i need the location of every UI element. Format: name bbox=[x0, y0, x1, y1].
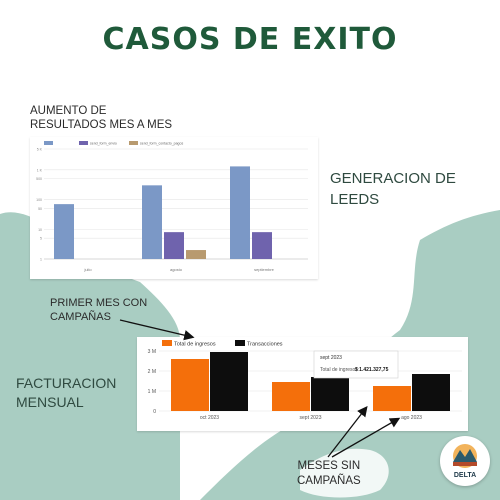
bar bbox=[186, 250, 206, 259]
leads-chart: 1 5 10 50 100 500 1 K 5 K send_form_envio send_f… bbox=[36, 141, 308, 272]
y-tick-label: 5 K bbox=[37, 148, 43, 152]
legend-label: Transacciones bbox=[247, 341, 283, 347]
page-title: CASOS DE EXITO bbox=[102, 22, 398, 57]
legend-label: Total de ingresos bbox=[174, 341, 216, 347]
legend-label: send_form_envio bbox=[90, 142, 117, 146]
label-generacion-line1: GENERACION DE bbox=[330, 170, 456, 187]
bar bbox=[54, 204, 74, 259]
logo-text: DELTA bbox=[454, 472, 476, 479]
mountain-icon: DELTA bbox=[453, 444, 477, 479]
y-tick-label: 1 M bbox=[148, 389, 156, 395]
y-tick-label: 1 K bbox=[37, 168, 43, 172]
bar bbox=[252, 232, 272, 259]
revenue-chart-card: 0 1 M 2 M 3 M Total de ingresos Transaccione… bbox=[137, 337, 468, 431]
bar bbox=[373, 386, 411, 411]
y-tick-label: 5 bbox=[40, 237, 42, 241]
y-tick-label: 500 bbox=[36, 177, 42, 181]
y-tick-label: 2 M bbox=[148, 369, 156, 375]
label-facturacion: FACTURACION MENSUAL bbox=[16, 374, 116, 412]
bar bbox=[210, 352, 248, 411]
label-meses-line1: MESES SIN bbox=[297, 460, 361, 472]
y-tick-label: 100 bbox=[36, 198, 42, 202]
x-tick-label: sept 2023 bbox=[300, 415, 322, 421]
label-meses-sin: MESES SIN CAMPAÑAS bbox=[297, 459, 361, 489]
label-facturacion-line2: MENSUAL bbox=[16, 394, 84, 410]
label-aumento-line2: RESULTADOS MES A MES bbox=[30, 119, 173, 131]
delta-logo: DELTA bbox=[440, 436, 490, 486]
bar bbox=[272, 382, 310, 411]
x-tick-label: agosto bbox=[170, 267, 183, 272]
revenue-chart: 0 1 M 2 M 3 M Total de ingresos Transaccione… bbox=[148, 340, 462, 421]
legend-swatch bbox=[162, 340, 172, 346]
y-tick-label: 50 bbox=[38, 207, 42, 211]
label-generacion: GENERACION DE LEEDS bbox=[330, 168, 456, 210]
bar bbox=[311, 377, 349, 411]
y-tick-label: 10 bbox=[38, 228, 42, 232]
tooltip-value: $ 1.421.327,75 bbox=[355, 367, 389, 373]
label-generacion-line2: LEEDS bbox=[330, 191, 380, 208]
legend-label: send_form_contacto_pagos bbox=[140, 142, 183, 146]
legend-swatch bbox=[235, 340, 245, 346]
label-primer-mes: PRIMER MES CON CAMPAÑAS bbox=[50, 296, 147, 324]
legend-swatch bbox=[79, 141, 88, 145]
label-aumento: AUMENTO DE RESULTADOS MES A MES bbox=[30, 104, 172, 132]
x-tick-label: septiembre bbox=[254, 267, 275, 272]
label-facturacion-line1: FACTURACION bbox=[16, 375, 117, 391]
x-tick-label: oct 2023 bbox=[200, 415, 219, 421]
leads-chart-card: 1 5 10 50 100 500 1 K 5 K send_form_envio send_f… bbox=[30, 137, 318, 279]
label-primer-line2: CAMPAÑAS bbox=[50, 311, 111, 323]
sea-area-left bbox=[0, 212, 140, 500]
bar bbox=[230, 166, 250, 259]
label-aumento-line1: AUMENTO DE bbox=[30, 105, 107, 117]
x-tick-label: ago 2023 bbox=[401, 415, 422, 421]
label-primer-line1: PRIMER MES CON bbox=[50, 297, 148, 309]
bar bbox=[412, 374, 450, 411]
tooltip-box bbox=[313, 350, 399, 379]
tooltip-label: Total de ingresos: bbox=[320, 367, 359, 373]
y-tick-label: 3 M bbox=[148, 349, 156, 355]
tooltip-title: sept 2023 bbox=[320, 355, 342, 361]
legend-swatch bbox=[129, 141, 138, 145]
legend-swatch bbox=[44, 141, 53, 145]
bar bbox=[164, 232, 184, 259]
y-tick-label: 0 bbox=[153, 409, 156, 415]
bar bbox=[142, 185, 162, 259]
x-tick-label: julio bbox=[83, 267, 92, 272]
y-tick-label: 1 bbox=[40, 258, 42, 262]
bar bbox=[171, 359, 209, 411]
label-meses-line2: CAMPAÑAS bbox=[297, 475, 361, 487]
land-island bbox=[300, 448, 389, 498]
